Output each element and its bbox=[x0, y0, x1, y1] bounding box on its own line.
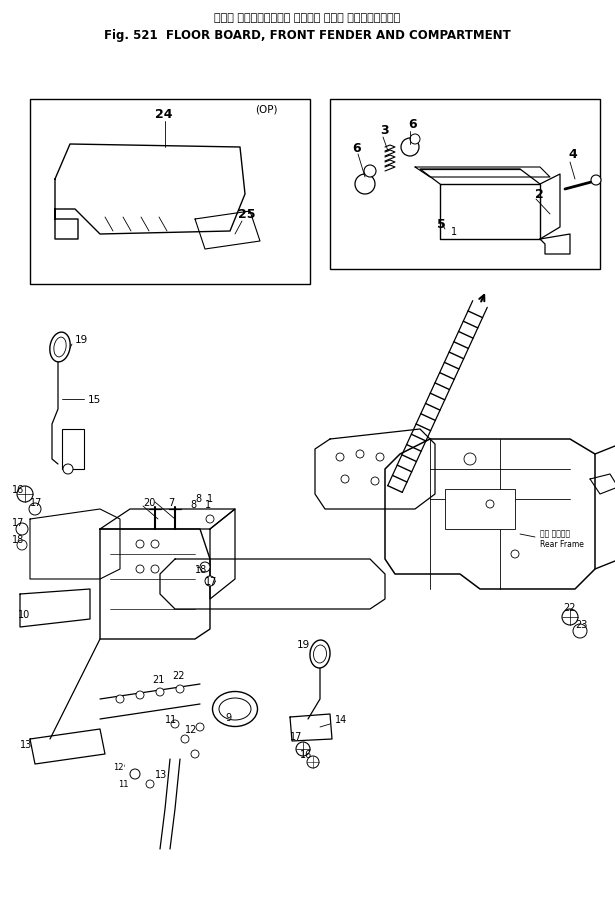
Circle shape bbox=[171, 720, 179, 728]
Circle shape bbox=[17, 486, 33, 502]
Text: 18: 18 bbox=[195, 565, 207, 575]
Circle shape bbox=[464, 454, 476, 465]
Circle shape bbox=[151, 566, 159, 574]
Ellipse shape bbox=[310, 640, 330, 668]
Circle shape bbox=[410, 135, 420, 145]
Text: 12ⁱ: 12ⁱ bbox=[113, 763, 125, 771]
Circle shape bbox=[562, 610, 578, 625]
Circle shape bbox=[17, 540, 27, 550]
Circle shape bbox=[401, 139, 419, 157]
Text: 6: 6 bbox=[408, 118, 416, 132]
Text: 19: 19 bbox=[75, 335, 88, 345]
Circle shape bbox=[336, 454, 344, 462]
Ellipse shape bbox=[314, 645, 327, 663]
Ellipse shape bbox=[50, 333, 70, 363]
Circle shape bbox=[364, 166, 376, 178]
Text: 2: 2 bbox=[535, 189, 544, 201]
Text: 17: 17 bbox=[30, 497, 42, 508]
Bar bbox=[330, 100, 600, 270]
Circle shape bbox=[200, 562, 210, 573]
Text: 16: 16 bbox=[300, 750, 312, 759]
Circle shape bbox=[130, 769, 140, 779]
Circle shape bbox=[136, 566, 144, 574]
Circle shape bbox=[176, 686, 184, 694]
Circle shape bbox=[181, 735, 189, 743]
Text: 8: 8 bbox=[195, 493, 201, 503]
Text: フロア ボード、フロント フェンダ および コンパートメント: フロア ボード、フロント フェンダ および コンパートメント bbox=[214, 13, 400, 23]
Polygon shape bbox=[100, 510, 235, 529]
Polygon shape bbox=[100, 529, 210, 640]
Text: 19: 19 bbox=[297, 640, 310, 649]
Circle shape bbox=[116, 695, 124, 704]
Circle shape bbox=[296, 742, 310, 756]
Circle shape bbox=[196, 723, 204, 732]
Polygon shape bbox=[160, 559, 385, 610]
Text: Fig. 521  FLOOR BOARD, FRONT FENDER AND COMPARTMENT: Fig. 521 FLOOR BOARD, FRONT FENDER AND C… bbox=[103, 29, 510, 41]
Circle shape bbox=[356, 450, 364, 458]
Circle shape bbox=[376, 454, 384, 462]
Text: 10: 10 bbox=[18, 610, 30, 620]
Text: 15: 15 bbox=[88, 394, 101, 405]
Circle shape bbox=[206, 515, 214, 523]
Text: 20: 20 bbox=[143, 497, 156, 508]
Text: 22: 22 bbox=[563, 603, 576, 612]
Text: 17: 17 bbox=[12, 518, 25, 528]
Circle shape bbox=[191, 750, 199, 759]
Text: 18: 18 bbox=[12, 534, 24, 545]
Text: 23: 23 bbox=[575, 620, 587, 630]
Text: 13: 13 bbox=[155, 769, 167, 779]
Text: 11: 11 bbox=[118, 779, 129, 788]
Circle shape bbox=[136, 691, 144, 699]
Polygon shape bbox=[315, 429, 435, 510]
Text: 5: 5 bbox=[437, 218, 446, 231]
Bar bbox=[62, 429, 84, 469]
Text: 21: 21 bbox=[152, 675, 164, 685]
Bar bbox=[30, 100, 310, 285]
Polygon shape bbox=[595, 445, 615, 569]
Circle shape bbox=[307, 756, 319, 769]
Text: リヤ フレーム: リヤ フレーム bbox=[540, 529, 570, 538]
Circle shape bbox=[341, 475, 349, 483]
Ellipse shape bbox=[219, 698, 251, 720]
Circle shape bbox=[156, 688, 164, 696]
Text: Rear Frame: Rear Frame bbox=[540, 540, 584, 549]
Text: 13: 13 bbox=[20, 739, 32, 750]
Circle shape bbox=[486, 501, 494, 509]
Bar bbox=[445, 490, 515, 529]
Text: 8: 8 bbox=[190, 500, 196, 510]
Text: 1: 1 bbox=[205, 500, 211, 510]
Text: 4: 4 bbox=[568, 148, 577, 161]
Circle shape bbox=[136, 540, 144, 548]
Circle shape bbox=[146, 780, 154, 788]
Circle shape bbox=[591, 176, 601, 186]
Circle shape bbox=[16, 523, 28, 536]
Text: 25: 25 bbox=[238, 208, 255, 221]
Text: 3: 3 bbox=[380, 124, 389, 136]
Text: 17: 17 bbox=[205, 576, 217, 586]
Text: 7: 7 bbox=[168, 497, 174, 508]
Circle shape bbox=[511, 550, 519, 558]
Text: 14: 14 bbox=[335, 714, 347, 724]
Circle shape bbox=[355, 175, 375, 195]
Text: 16: 16 bbox=[12, 484, 24, 494]
Text: 9: 9 bbox=[225, 713, 231, 723]
Circle shape bbox=[573, 624, 587, 639]
Text: 1: 1 bbox=[451, 226, 457, 236]
Text: 1: 1 bbox=[207, 493, 213, 503]
Circle shape bbox=[29, 503, 41, 515]
Circle shape bbox=[371, 477, 379, 485]
Text: 6: 6 bbox=[352, 142, 360, 154]
Text: 17: 17 bbox=[290, 732, 303, 741]
Ellipse shape bbox=[213, 692, 258, 727]
Circle shape bbox=[151, 540, 159, 548]
Text: 12: 12 bbox=[185, 724, 197, 734]
Ellipse shape bbox=[54, 337, 66, 357]
Text: 24: 24 bbox=[155, 108, 172, 122]
Text: (OP): (OP) bbox=[255, 105, 277, 115]
Circle shape bbox=[63, 465, 73, 474]
Polygon shape bbox=[385, 439, 595, 589]
Circle shape bbox=[205, 576, 215, 586]
Text: 22: 22 bbox=[172, 670, 184, 680]
Text: 11: 11 bbox=[165, 714, 177, 724]
